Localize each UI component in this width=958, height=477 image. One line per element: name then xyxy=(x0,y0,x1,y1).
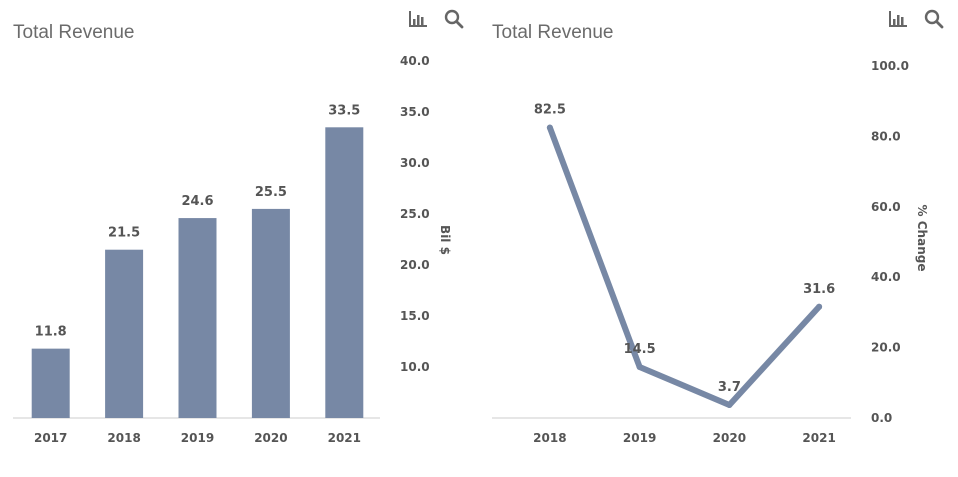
data-point xyxy=(636,363,643,370)
bar-chart-icon[interactable] xyxy=(887,8,909,30)
bar xyxy=(178,218,217,418)
x-tick-label: 2019 xyxy=(181,431,214,445)
data-label: 3.7 xyxy=(718,380,741,395)
line-chart-panel: Total Revenue 82.5 2018 14.5 2019 3.7 2020 31.… xyxy=(479,0,958,477)
y-tick-label: 100.0 xyxy=(871,59,909,73)
data-label: 24.6 xyxy=(181,194,213,209)
chart-toolbar xyxy=(407,8,465,30)
y-axis-label: % Change xyxy=(915,205,929,272)
data-label: 82.5 xyxy=(534,103,566,118)
data-label: 21.5 xyxy=(108,226,140,241)
data-label: 25.5 xyxy=(255,185,287,200)
bar xyxy=(105,249,144,418)
data-label: 33.5 xyxy=(328,103,360,118)
data-label: 31.6 xyxy=(803,282,835,297)
bar-chart-panel: Total Revenue 11.8 2017 21.5 2018 24.6 2019 25… xyxy=(13,8,465,445)
y-tick-label: 35.0 xyxy=(400,105,430,119)
y-axis-label: Bil $ xyxy=(438,225,452,255)
data-label: 11.8 xyxy=(35,325,67,340)
data-point xyxy=(726,401,733,408)
chart-toolbar xyxy=(887,8,945,30)
bar xyxy=(325,127,364,419)
y-tick-label: 30.0 xyxy=(400,156,430,170)
y-tick-label: 60.0 xyxy=(871,200,901,214)
x-tick-label: 2021 xyxy=(802,431,835,445)
x-tick-label: 2017 xyxy=(34,431,67,445)
y-tick-label: 80.0 xyxy=(871,129,901,143)
data-point xyxy=(546,124,553,131)
bar xyxy=(251,208,290,418)
bar-chart-plot: 11.8 2017 21.5 2018 24.6 2019 25.5 2020 33.5 2021… xyxy=(13,54,452,445)
x-tick-label: 2018 xyxy=(533,431,566,445)
data-point xyxy=(816,303,823,310)
y-tick-label: 20.0 xyxy=(871,341,901,355)
chart-title: Total Revenue xyxy=(13,22,135,43)
x-tick-label: 2020 xyxy=(254,431,287,445)
search-icon[interactable] xyxy=(923,8,945,30)
y-tick-label: 25.0 xyxy=(400,207,430,221)
x-tick-label: 2019 xyxy=(623,431,656,445)
bar xyxy=(31,348,70,418)
y-tick-label: 15.0 xyxy=(400,309,430,323)
x-tick-label: 2018 xyxy=(107,431,140,445)
data-label: 14.5 xyxy=(624,342,656,357)
x-tick-label: 2020 xyxy=(713,431,746,445)
line-chart-plot: 82.5 2018 14.5 2019 3.7 2020 31.6 2021 100.0 80.0… xyxy=(492,59,929,445)
series-line xyxy=(546,124,823,408)
search-icon[interactable] xyxy=(443,8,465,30)
x-tick-label: 2021 xyxy=(328,431,361,445)
y-tick-label: 40.0 xyxy=(871,270,901,284)
y-tick-label: 20.0 xyxy=(400,258,430,272)
y-tick-label: 10.0 xyxy=(400,360,430,374)
y-tick-label: 40.0 xyxy=(400,54,430,68)
bar-chart-icon[interactable] xyxy=(407,8,429,30)
y-tick-label: 0.0 xyxy=(871,411,892,425)
chart-title: Total Revenue xyxy=(492,22,614,43)
